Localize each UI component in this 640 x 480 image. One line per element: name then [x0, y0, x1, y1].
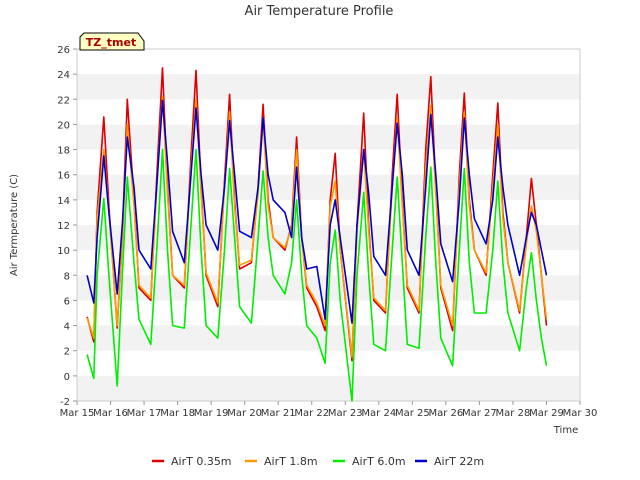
chart-title: Air Temperature Profile	[245, 4, 394, 19]
station-badge-label: TZ_tmet	[86, 36, 136, 49]
x-tick-label: Mar 15	[60, 408, 95, 419]
y-tick-label: 16	[57, 171, 70, 182]
grid-band	[77, 74, 580, 100]
y-tick-label: 26	[57, 45, 70, 56]
x-tick-label: Mar 16	[93, 408, 128, 419]
x-tick-label: Mar 29	[529, 408, 564, 419]
y-tick-label: 10	[57, 246, 70, 257]
legend-label: AirT 22m	[434, 455, 484, 468]
y-tick-label: 8	[64, 271, 70, 282]
legend-label: AirT 0.35m	[171, 455, 232, 468]
y-axis-label: Air Termperature (C)	[9, 174, 20, 276]
x-tick-label: Mar 27	[462, 408, 497, 419]
x-tick-label: Mar 30	[563, 408, 598, 419]
y-tick-label: 6	[64, 296, 70, 307]
x-tick-label: Mar 25	[395, 408, 430, 419]
y-tick-label: 4	[64, 322, 70, 333]
y-tick-label: 2	[64, 347, 70, 358]
grid-band	[77, 325, 580, 351]
station-badge-shape	[79, 32, 145, 51]
x-tick-label: Mar 23	[328, 408, 363, 419]
x-tick-label: Mar 24	[361, 408, 396, 419]
series-lines	[86, 67, 548, 402]
legend-label: AirT 6.0m	[352, 455, 406, 468]
grid-band	[77, 375, 580, 401]
y-tick-label: -2	[60, 397, 70, 408]
x-tick-label: Mar 17	[127, 408, 162, 419]
y-tick-label: 12	[57, 221, 70, 232]
x-tick-label: Mar 20	[227, 408, 262, 419]
y-tick-label: 22	[57, 95, 70, 106]
x-tick-label: Mar 18	[160, 408, 195, 419]
y-tick-label: 14	[57, 196, 70, 207]
x-tick-label: Mar 28	[496, 408, 531, 419]
x-axis-label: Time	[553, 425, 578, 436]
grid-band	[77, 124, 580, 150]
x-tick-label: Mar 26	[428, 408, 463, 419]
legend: AirT 0.35m AirT 1.8m AirT 6.0m AirT 22m	[152, 455, 484, 468]
station-badge: TZ_tmet	[79, 32, 145, 51]
y-tick-label: 0	[64, 372, 70, 383]
y-tick-label: 24	[57, 70, 70, 81]
series-line-3	[86, 148, 548, 402]
series-line-4	[86, 99, 548, 324]
y-tick-label: 18	[57, 146, 70, 157]
legend-label: AirT 1.8m	[264, 455, 318, 468]
y-tick-label: 20	[57, 120, 70, 131]
x-tick-label: Mar 19	[194, 408, 229, 419]
x-tick-label: Mar 22	[294, 408, 329, 419]
x-tick-label: Mar 21	[261, 408, 296, 419]
